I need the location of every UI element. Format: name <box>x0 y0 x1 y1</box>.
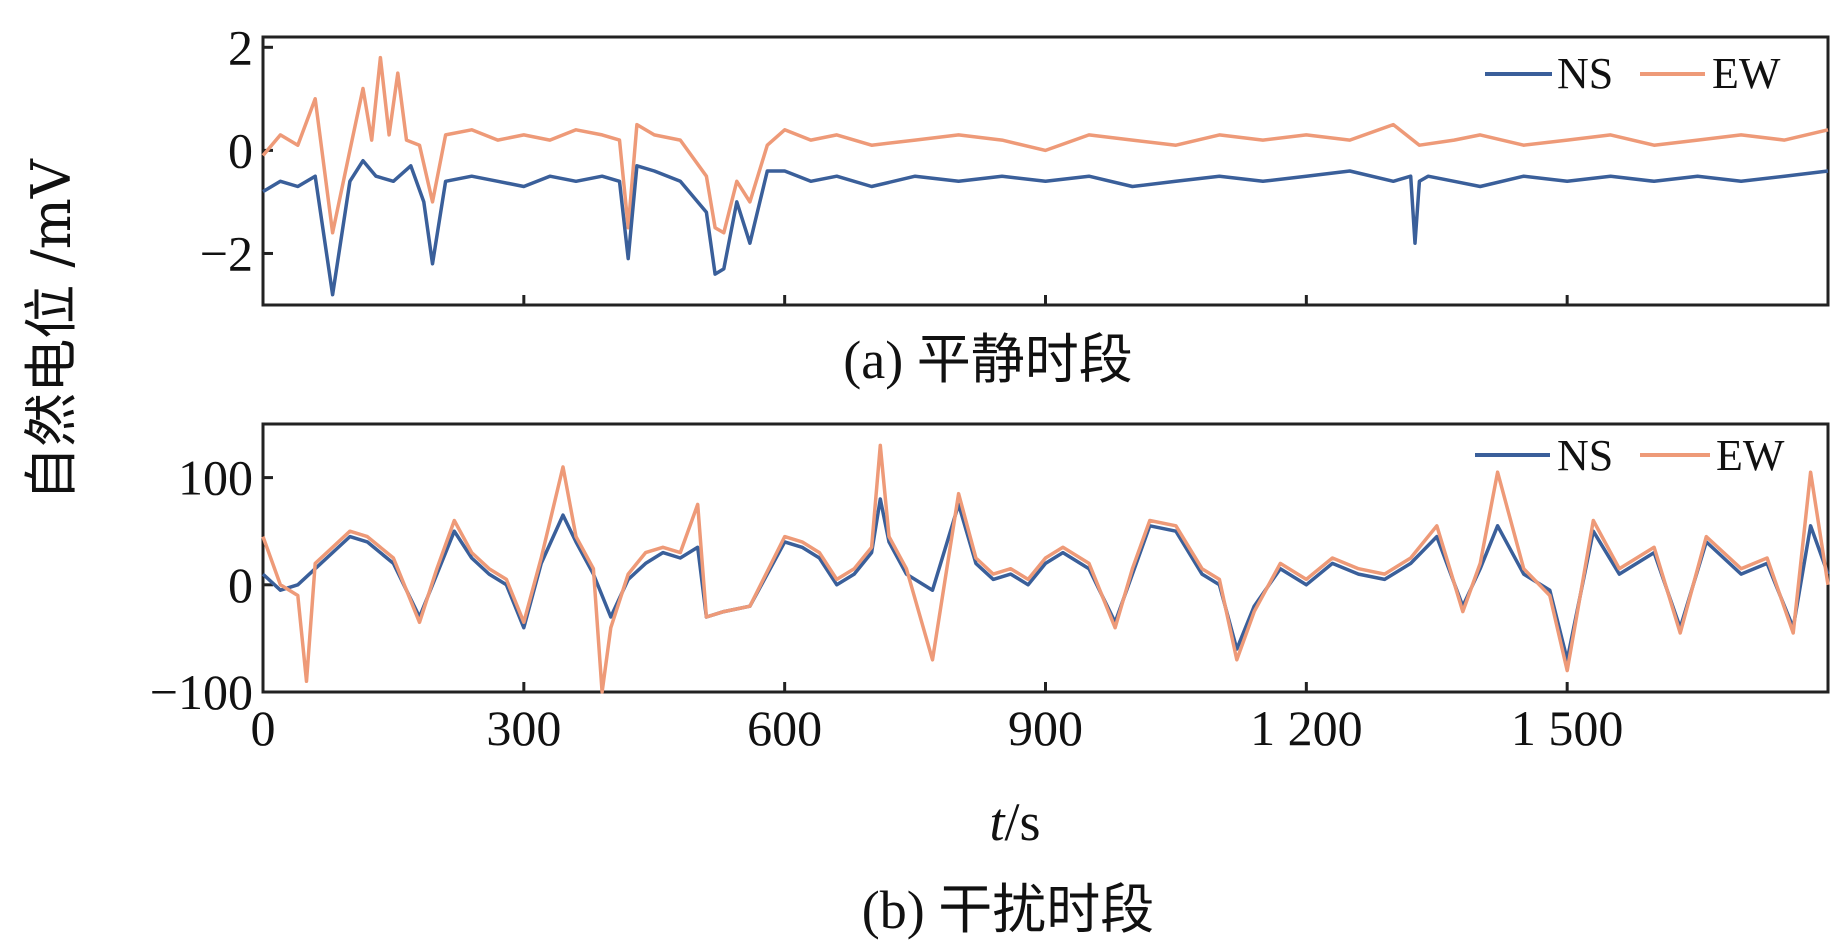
panel-b-series <box>261 443 1830 694</box>
x-tick-label: 300 <box>486 700 561 756</box>
y-tick-label: −2 <box>200 225 253 281</box>
panel-a-series <box>261 55 1829 297</box>
series-line-ew <box>261 55 1829 235</box>
x-tick-label: 900 <box>1008 700 1083 756</box>
legend-ew-label: EW <box>1716 431 1785 480</box>
x-tick-labels: 0 300 600 900 1 200 1 500 <box>251 700 1624 756</box>
series-line-ns <box>262 158 1829 297</box>
panel-b-y-tick-labels: 100 0 −100 <box>150 450 253 720</box>
panel-a-y-tick-labels: 2 0 −2 <box>200 19 253 281</box>
x-axis-label-var: t <box>989 792 1006 852</box>
legend-ew-label: EW <box>1712 49 1781 98</box>
panel-a: 2 0 −2 NS EW (a) 平静时段 <box>200 19 1830 390</box>
x-tick-label: 0 <box>251 700 276 756</box>
legend-ns-label: NS <box>1557 431 1613 480</box>
panel-a-legend: NS EW <box>1485 49 1781 98</box>
y-tick-label: 100 <box>178 450 253 506</box>
y-tick-label: 2 <box>228 19 253 75</box>
panel-a-caption: (a) 平静时段 <box>843 330 1132 390</box>
panel-b-ticks <box>261 476 1569 694</box>
panel-a-ticks <box>261 45 1569 305</box>
x-axis-label: t/s <box>989 792 1040 852</box>
x-axis-label-unit: /s <box>1004 792 1040 852</box>
y-axis-label: 自然电位 /mV <box>20 158 83 501</box>
y-tick-label: 0 <box>228 122 253 178</box>
panel-b-legend: NS EW <box>1475 431 1785 480</box>
panel-b-caption: (b) 干扰时段 <box>862 880 1154 940</box>
x-tick-label: 1 200 <box>1250 700 1363 756</box>
y-tick-label: −100 <box>150 664 253 720</box>
x-tick-label: 1 500 <box>1511 700 1624 756</box>
y-tick-label: 0 <box>228 557 253 613</box>
series-line-ew <box>261 443 1830 694</box>
legend-ns-label: NS <box>1557 49 1613 98</box>
x-tick-label: 600 <box>747 700 822 756</box>
